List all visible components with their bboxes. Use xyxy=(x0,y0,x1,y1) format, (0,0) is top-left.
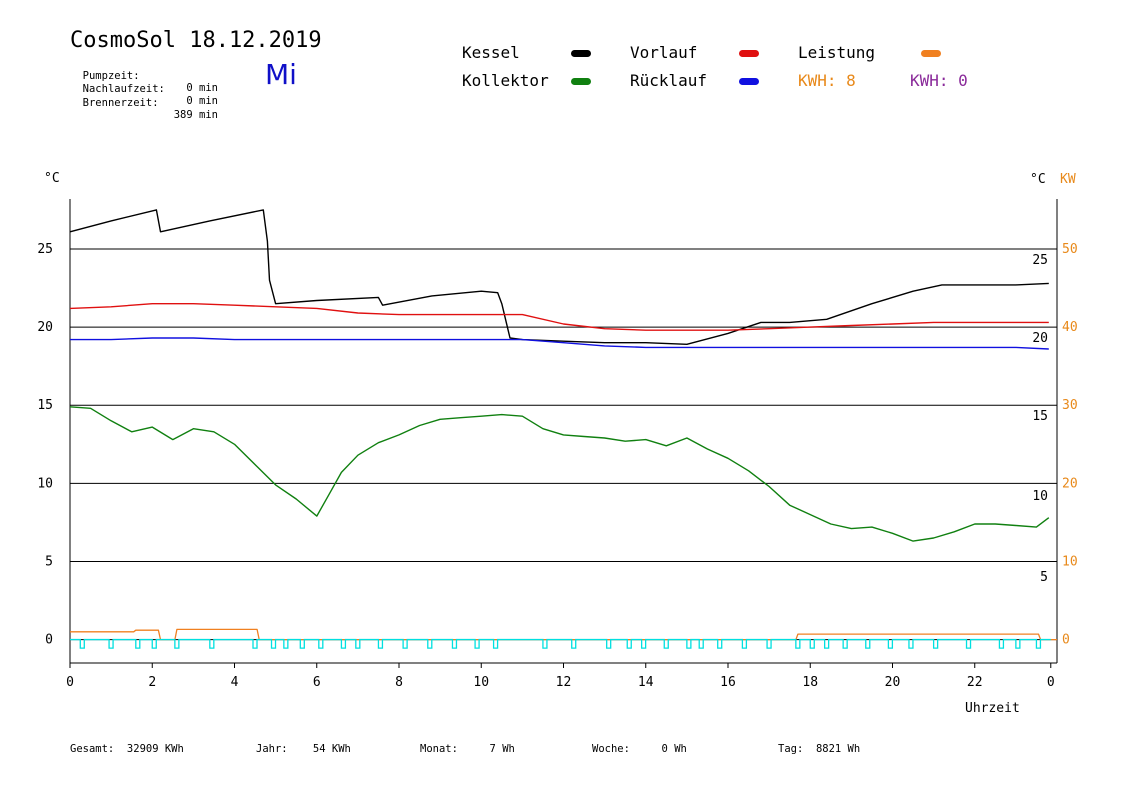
x-tick-label: 12 xyxy=(556,675,572,690)
series-line-kollektor xyxy=(69,406,1050,542)
footer-monat: Monat: 7 Wh xyxy=(420,743,515,755)
footer-gesamt: Gesamt: 32909 KWh xyxy=(70,743,184,755)
y-tick-label-left: 10 xyxy=(37,476,53,491)
x-tick-label: 20 xyxy=(885,675,901,690)
series-line-leistung xyxy=(70,628,1057,641)
right-axis-unit-kw: KW xyxy=(1060,172,1076,187)
footer-label: Monat: xyxy=(420,743,458,755)
footer-value: 32909 KWh xyxy=(126,743,184,755)
y-tick-label-left: 5 xyxy=(45,554,53,569)
y-tick-label-right: 25 xyxy=(1032,253,1048,268)
y-tick-label-kw: 10 xyxy=(1062,554,1078,569)
footer-value: 0 Wh xyxy=(661,743,687,755)
stat-value: 0 min xyxy=(186,95,218,107)
weekday-label: Mi xyxy=(265,58,297,91)
x-tick-label: 16 xyxy=(720,675,736,690)
y-tick-label-kw: 20 xyxy=(1062,476,1078,491)
x-tick-label: 14 xyxy=(638,675,654,690)
footer-woche: Woche: 0 Wh xyxy=(592,743,687,755)
legend-kollektor-swatch xyxy=(571,78,591,85)
stat-label: Brennerzeit: xyxy=(82,97,159,109)
footer-tag: Tag: 8821 Wh xyxy=(778,743,860,755)
footer-value: 54 KWh xyxy=(312,743,351,755)
legend-ruecklauf-label: Rücklauf xyxy=(630,71,708,90)
legend-vorlauf-swatch xyxy=(739,50,759,57)
legend-kessel-label: Kessel xyxy=(462,43,520,62)
series-line-ruecklauf xyxy=(70,337,1049,350)
x-tick-label: 22 xyxy=(967,675,983,690)
y-tick-label-kw: 50 xyxy=(1062,242,1078,257)
stat-label: Pumpzeit: xyxy=(82,70,140,82)
x-tick-label: 4 xyxy=(231,675,239,690)
stats-row-brennerzeit: Brennerzeit: 389 min xyxy=(70,85,218,121)
y-tick-label-left: 15 xyxy=(37,398,53,413)
x-tick-label: 0 xyxy=(1047,675,1055,690)
series-line-kessel xyxy=(69,209,1049,345)
legend-kessel-swatch xyxy=(571,50,591,57)
stat-value: 0 min xyxy=(186,82,218,94)
y-tick-label-kw: 0 xyxy=(1062,633,1070,648)
legend-leistung-swatch xyxy=(921,50,941,57)
y-tick-label-left: 20 xyxy=(37,320,53,335)
footer-label: Woche: xyxy=(592,743,630,755)
legend-ruecklauf-swatch xyxy=(739,78,759,85)
footer-label: Tag: xyxy=(778,743,804,755)
footer-label: Jahr: xyxy=(256,743,288,755)
y-tick-label-left: 25 xyxy=(37,242,53,257)
page-title: CosmoSol 18.12.2019 xyxy=(70,28,322,53)
stats-row-nachlaufzeit: Nachlaufzeit: 0 min xyxy=(70,71,218,107)
x-tick-label: 18 xyxy=(802,675,818,690)
y-tick-label-left: 0 xyxy=(45,633,53,648)
stat-value: 389 min xyxy=(173,109,218,121)
footer-value: 7 Wh xyxy=(489,743,515,755)
series-line-pumpe xyxy=(70,638,1051,649)
legend-kollektor-label: Kollektor xyxy=(462,71,549,90)
kwh-other-label: KWH: 0 xyxy=(910,71,968,90)
legend-vorlauf-label: Vorlauf xyxy=(630,43,698,62)
x-axis-label: Uhrzeit xyxy=(965,701,1020,716)
x-tick-label: 0 xyxy=(66,675,74,690)
y-tick-label-right: 5 xyxy=(1040,570,1048,585)
right-axis-unit: °C xyxy=(1030,172,1046,187)
legend-leistung-label: Leistung xyxy=(798,43,876,62)
kwh-solar-label: KWH: 8 xyxy=(798,71,856,90)
footer-value: 8821 Wh xyxy=(815,743,861,755)
y-tick-label-right: 10 xyxy=(1032,489,1048,504)
y-tick-label-right: 20 xyxy=(1032,331,1048,346)
y-tick-label-kw: 30 xyxy=(1062,398,1078,413)
x-tick-label: 2 xyxy=(148,675,156,690)
footer-jahr: Jahr: 54 KWh xyxy=(256,743,351,755)
y-tick-label-right: 15 xyxy=(1032,409,1048,424)
stat-label: Nachlaufzeit: xyxy=(82,83,165,95)
stats-row-pumpzeit: Pumpzeit: 0 min xyxy=(70,58,218,94)
x-tick-label: 10 xyxy=(473,675,489,690)
left-axis-unit: °C xyxy=(44,171,60,186)
x-tick-label: 6 xyxy=(313,675,321,690)
y-tick-label-kw: 40 xyxy=(1062,320,1078,335)
footer-label: Gesamt: xyxy=(70,743,115,755)
x-tick-label: 8 xyxy=(395,675,403,690)
series-line-vorlauf xyxy=(69,303,1049,331)
